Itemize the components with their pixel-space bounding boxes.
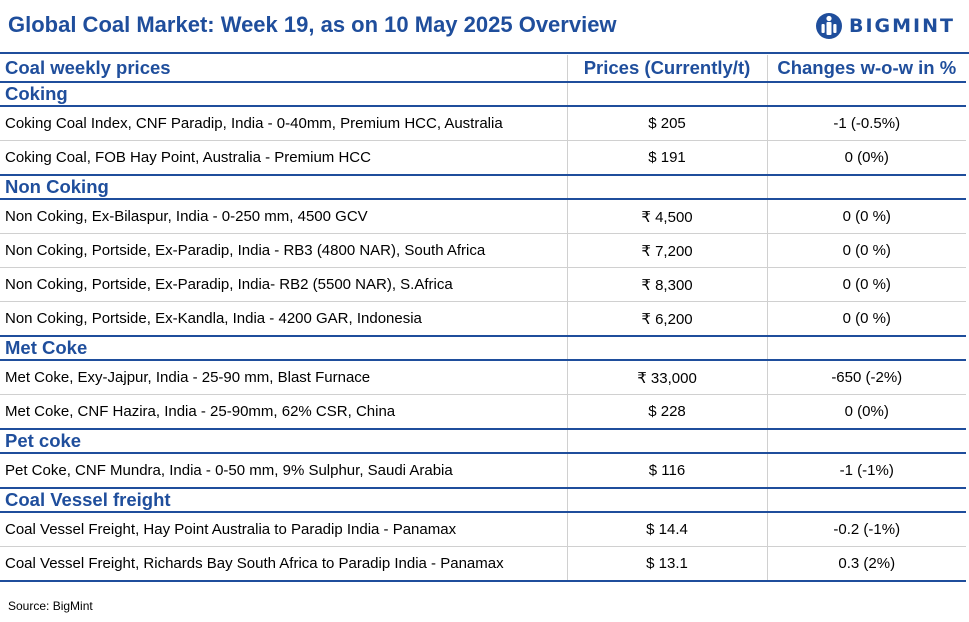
page-title: Global Coal Market: Week 19, as on 10 Ma…	[8, 12, 617, 37]
table-row: Non Coking, Portside, Ex-Kandla, India -…	[0, 301, 966, 337]
price-cell: ₹ 8,300	[566, 267, 767, 302]
section-blank-cell	[566, 488, 767, 513]
product-label: Coal Vessel Freight, Richards Bay South …	[0, 546, 567, 582]
product-label: Non Coking, Ex-Bilaspur, India - 0-250 m…	[0, 199, 567, 234]
section-title: Non Coking	[0, 175, 567, 200]
change-cell: 0.3 (2%)	[766, 546, 966, 582]
section-row: Coking	[0, 82, 966, 107]
table-row: Non Coking, Portside, Ex-Paradip, India …	[0, 233, 966, 268]
section-row: Pet coke	[0, 429, 966, 454]
price-cell: $ 191	[566, 140, 767, 176]
coal-prices-table: Coal weekly prices Prices (Currently/t) …	[0, 55, 966, 582]
title-divider	[0, 52, 969, 54]
product-label: Met Coke, CNF Hazira, India - 25-90mm, 6…	[0, 394, 567, 430]
section-title: Met Coke	[0, 336, 567, 361]
table-row: Coal Vessel Freight, Richards Bay South …	[0, 546, 966, 582]
section-row: Met Coke	[0, 336, 966, 361]
section-blank-cell	[566, 336, 767, 361]
change-cell: -0.2 (-1%)	[766, 512, 966, 547]
section-row: Non Coking	[0, 175, 966, 200]
price-cell: ₹ 33,000	[566, 360, 767, 395]
section-blank-cell	[766, 82, 966, 107]
bigmint-logo-icon	[816, 13, 842, 39]
price-cell: $ 13.1	[566, 546, 767, 582]
section-title: Coking	[0, 82, 567, 107]
section-title: Pet coke	[0, 429, 567, 454]
section-blank-cell	[766, 429, 966, 454]
price-cell: ₹ 4,500	[566, 199, 767, 234]
change-cell: 0 (0%)	[766, 140, 966, 176]
change-cell: 0 (0%)	[766, 394, 966, 430]
product-label: Non Coking, Portside, Ex-Paradip, India …	[0, 233, 567, 268]
price-cell: $ 14.4	[566, 512, 767, 547]
product-label: Non Coking, Portside, Ex-Kandla, India -…	[0, 301, 567, 337]
section-title: Coal Vessel freight	[0, 488, 567, 513]
table-row: Coal Vessel Freight, Hay Point Australia…	[0, 512, 966, 547]
section-blank-cell	[766, 488, 966, 513]
table-row: Non Coking, Ex-Bilaspur, India - 0-250 m…	[0, 199, 966, 234]
table-row: Coking Coal Index, CNF Paradip, India - …	[0, 106, 966, 141]
table-row: Coking Coal, FOB Hay Point, Australia - …	[0, 140, 966, 176]
change-cell: 0 (0 %)	[766, 301, 966, 337]
logo-text: BIGMINT	[849, 15, 955, 37]
product-label: Met Coke, Exy-Jajpur, India - 25-90 mm, …	[0, 360, 567, 395]
section-blank-cell	[766, 336, 966, 361]
brand-logo: BIGMINT	[815, 12, 955, 40]
price-cell: ₹ 7,200	[566, 233, 767, 268]
change-cell: 0 (0 %)	[766, 199, 966, 234]
section-blank-cell	[566, 82, 767, 107]
price-cell: ₹ 6,200	[566, 301, 767, 337]
change-cell: 0 (0 %)	[766, 267, 966, 302]
table-row: Met Coke, Exy-Jajpur, India - 25-90 mm, …	[0, 360, 966, 395]
product-label: Pet Coke, CNF Mundra, India - 0-50 mm, 9…	[0, 453, 567, 489]
source-note: Source: BigMint	[8, 599, 93, 613]
change-cell: 0 (0 %)	[766, 233, 966, 268]
product-label: Non Coking, Portside, Ex-Paradip, India-…	[0, 267, 567, 302]
table-row: Non Coking, Portside, Ex-Paradip, India-…	[0, 267, 966, 302]
change-cell: -1 (-1%)	[766, 453, 966, 489]
change-cell: -650 (-2%)	[766, 360, 966, 395]
header-coal-weekly-prices: Coal weekly prices	[0, 55, 567, 83]
price-cell: $ 116	[566, 453, 767, 489]
section-blank-cell	[766, 175, 966, 200]
table-header-row: Coal weekly prices Prices (Currently/t) …	[0, 55, 966, 83]
price-cell: $ 205	[566, 106, 767, 141]
header-changes: Changes w-o-w in %	[766, 55, 966, 83]
table-row: Pet Coke, CNF Mundra, India - 0-50 mm, 9…	[0, 453, 966, 489]
table-row: Met Coke, CNF Hazira, India - 25-90mm, 6…	[0, 394, 966, 430]
product-label: Coal Vessel Freight, Hay Point Australia…	[0, 512, 567, 547]
product-label: Coking Coal, FOB Hay Point, Australia - …	[0, 140, 567, 176]
price-cell: $ 228	[566, 394, 767, 430]
change-cell: -1 (-0.5%)	[766, 106, 966, 141]
header-prices: Prices (Currently/t)	[566, 55, 767, 83]
section-row: Coal Vessel freight	[0, 488, 966, 513]
table-body: Coking Coking Coal Index, CNF Paradip, In…	[0, 82, 966, 582]
section-blank-cell	[566, 175, 767, 200]
product-label: Coking Coal Index, CNF Paradip, India - …	[0, 106, 567, 141]
section-blank-cell	[566, 429, 767, 454]
